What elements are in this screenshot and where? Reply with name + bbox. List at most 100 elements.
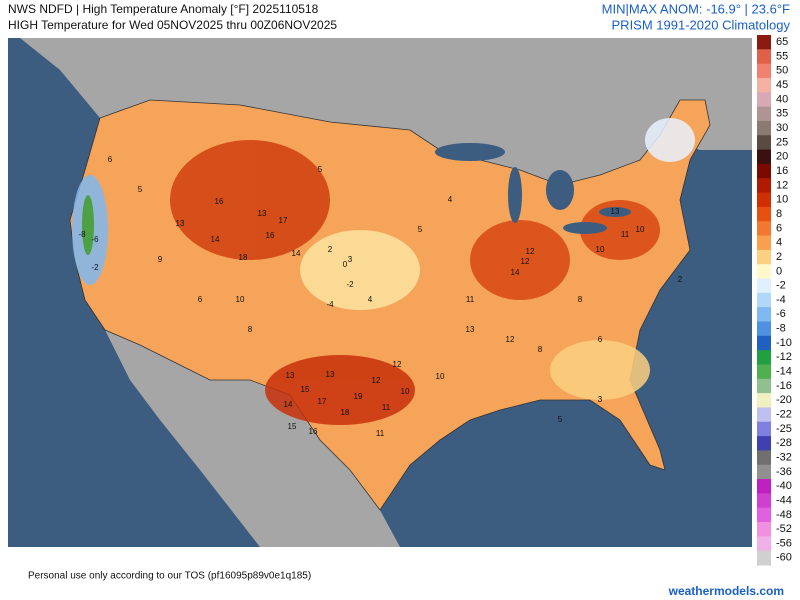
anomaly-label: 11 — [621, 230, 630, 239]
climatology: PRISM 1991-2020 Climatology — [612, 17, 791, 32]
anomaly-label: 0 — [343, 260, 348, 269]
colorbar-label: -22 — [776, 409, 792, 421]
colorbar-label: -60 — [776, 552, 792, 564]
anomaly-label: 13 — [611, 207, 620, 216]
tos: Personal use only according to our TOS (… — [28, 571, 311, 582]
anomaly-label: 12 — [521, 257, 530, 266]
colorbar-swatch — [757, 163, 771, 179]
colorbar-swatch — [757, 479, 771, 494]
anomaly-label: 8 — [248, 325, 253, 334]
colorbar-swatch — [757, 307, 771, 322]
anomaly-label: 8 — [578, 295, 583, 304]
anomaly-label: 12 — [393, 360, 402, 369]
colorbar-label: -48 — [776, 509, 792, 521]
anomaly-label: 13 — [326, 370, 335, 379]
colorbar-label: -25 — [776, 423, 792, 435]
colorbar-label: -12 — [776, 351, 792, 363]
anomaly-label: 10 — [596, 245, 605, 254]
anomaly-label: 10 — [636, 225, 645, 234]
colorbar-label: -14 — [776, 366, 792, 378]
anomaly-label: 16 — [309, 427, 318, 436]
anomaly-label: 11 — [466, 295, 475, 304]
colorbar-swatch — [757, 335, 771, 351]
colorbar-swatch — [757, 421, 771, 437]
colorbar-swatch — [757, 436, 771, 451]
colorbar-swatch — [757, 264, 771, 280]
anomaly-label: -4 — [326, 300, 334, 309]
colorbar-label: -52 — [776, 523, 792, 535]
colorbar-label: 20 — [776, 151, 788, 163]
anomaly-label: 9 — [158, 255, 163, 264]
colorbar-label: -8 — [776, 323, 786, 335]
anomaly-label: 2 — [678, 275, 683, 284]
colorbar-swatch — [757, 364, 771, 380]
anomaly-label: 3 — [348, 255, 353, 264]
anomaly-label: 18 — [239, 253, 248, 262]
colorbar-label: 2 — [776, 251, 782, 263]
colorbar-swatch — [757, 63, 771, 79]
colorbar-label: 6 — [776, 222, 782, 234]
anomaly-label: 17 — [279, 216, 288, 225]
anomaly-label: 5 — [558, 415, 563, 424]
anomaly-label: 11 — [382, 403, 391, 412]
colorbar-label: 50 — [776, 65, 788, 77]
anomaly-label: 8 — [538, 345, 543, 354]
colorbar-swatch — [757, 450, 771, 466]
colorbar-label: 65 — [776, 36, 788, 48]
colorbar-label: 16 — [776, 165, 788, 177]
colorbar-swatch — [757, 35, 771, 50]
colorbar-swatch — [757, 192, 771, 208]
anomaly-label: 14 — [211, 235, 220, 244]
colorbar-swatch — [757, 493, 771, 509]
colorbar-label: -40 — [776, 480, 792, 492]
colorbar-swatch — [757, 407, 771, 423]
map: 1918171615151413131212111110101716141316… — [8, 38, 752, 547]
anomaly-label: 18 — [341, 408, 350, 417]
anomaly-label: 6 — [198, 295, 203, 304]
anomaly-label: 6 — [598, 335, 603, 344]
colorbar-swatch — [757, 221, 771, 237]
colorbar-label: 10 — [776, 194, 788, 206]
colorbar-swatch — [757, 536, 771, 552]
anomaly-label: 19 — [354, 392, 363, 401]
colorbar-swatch — [757, 550, 771, 566]
anomaly-label: 13 — [286, 371, 295, 380]
anomaly-label: 17 — [318, 397, 327, 406]
colorbar-swatch — [757, 393, 771, 408]
title: NWS NDFD | High Temperature Anomaly [°F]… — [8, 2, 319, 16]
anomaly-label: 12 — [526, 247, 535, 256]
colorbar-label: -32 — [776, 451, 792, 463]
colorbar-label: -36 — [776, 466, 792, 478]
colorbar-swatch — [757, 378, 771, 394]
colorbar-label: 0 — [776, 265, 782, 277]
anomaly-label: 15 — [288, 422, 297, 431]
colorbar-swatch — [757, 235, 771, 251]
colorbar-label: -6 — [776, 308, 786, 320]
colorbar-swatch — [757, 120, 771, 136]
anomaly-label: 14 — [284, 400, 293, 409]
colorbar-label: -28 — [776, 437, 792, 449]
colorbar-label: 12 — [776, 179, 788, 191]
colorbar-label: -56 — [776, 537, 792, 549]
anomaly-label: 14 — [292, 249, 301, 258]
range: MIN|MAX ANOM: -16.9° | 23.6°F — [602, 1, 790, 16]
colorbar-label: -16 — [776, 380, 792, 392]
colorbar-swatch — [757, 77, 771, 93]
anomaly-label: -2 — [346, 280, 354, 289]
colorbar-swatch — [757, 178, 771, 194]
colorbar-swatch — [757, 350, 771, 365]
colorbar-swatch — [757, 278, 771, 294]
brand[interactable]: weathermodels.com — [668, 584, 784, 598]
anomaly-label: 10 — [236, 295, 245, 304]
colorbar-label: -2 — [776, 280, 786, 292]
colorbar-swatch — [757, 249, 771, 265]
colorbar-swatch — [757, 92, 771, 108]
anomaly-label: 10 — [436, 372, 445, 381]
colorbar: 65555045403530252016121086420-2-4-6-8-10… — [757, 35, 792, 566]
anomaly-label: -6 — [91, 235, 99, 244]
great-lakes — [435, 143, 631, 234]
colorbar-label: 40 — [776, 93, 788, 105]
colorbar-swatch — [757, 321, 771, 337]
